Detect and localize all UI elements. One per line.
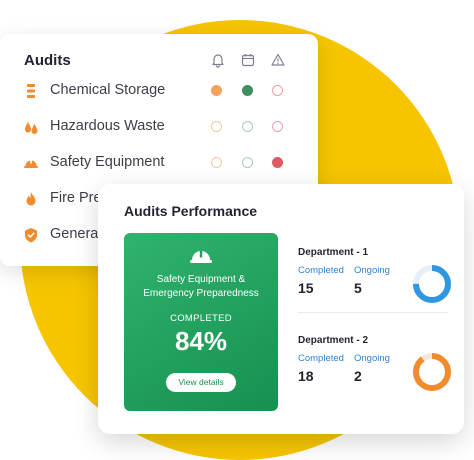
donut-progress-arc xyxy=(416,356,448,388)
completed-label: Completed xyxy=(298,353,344,364)
audit-row-safety-equipment[interactable]: Safety Equipment xyxy=(0,145,318,181)
hazardous-waste-icon xyxy=(22,118,40,136)
department-name: Department - 1 xyxy=(298,247,368,258)
department-1-donut xyxy=(410,262,454,306)
audit-row-label: Chemical Storage xyxy=(50,82,165,98)
audits-title: Audits xyxy=(24,52,71,69)
department-2-stats: Department - 2 Completed Ongoing 18 2 xyxy=(298,335,448,399)
safety-equipment-icon xyxy=(22,154,40,172)
warning-icon xyxy=(270,52,286,68)
status-dot-notification xyxy=(211,85,222,96)
bell-icon xyxy=(210,52,226,68)
audit-row-label: Safety Equipment xyxy=(50,154,164,170)
status-dot-notification xyxy=(211,121,222,132)
status-dot-notification xyxy=(211,157,222,168)
department-name: Department - 2 xyxy=(298,335,368,346)
audit-row-label: General xyxy=(50,226,102,242)
calendar-icon xyxy=(240,52,256,68)
audit-row-label: Hazardous Waste xyxy=(50,118,165,134)
highlight-name: Safety Equipment & Emergency Preparednes… xyxy=(132,273,270,301)
status-dot-alert xyxy=(272,157,283,168)
ongoing-label: Ongoing xyxy=(354,265,390,276)
completed-count: 15 xyxy=(298,280,314,296)
shield-icon xyxy=(22,226,40,244)
completed-percentage: 84% xyxy=(124,326,278,357)
department-divider xyxy=(298,312,448,313)
highlight-card: Safety Equipment & Emergency Preparednes… xyxy=(124,233,278,411)
status-dot-schedule xyxy=(242,121,253,132)
ongoing-count: 5 xyxy=(354,280,362,296)
department-2-donut xyxy=(410,350,454,394)
ongoing-label: Ongoing xyxy=(354,353,390,364)
audit-row-chemical-storage[interactable]: Chemical Storage xyxy=(0,73,318,109)
performance-title: Audits Performance xyxy=(124,203,257,219)
chemical-storage-icon xyxy=(22,82,40,100)
completed-label: Completed xyxy=(298,265,344,276)
helmet-icon xyxy=(188,245,214,267)
status-dot-schedule xyxy=(242,85,253,96)
completed-count: 18 xyxy=(298,368,314,384)
department-1-stats: Department - 1 Completed Ongoing 15 5 xyxy=(298,247,448,311)
view-details-button[interactable]: View details xyxy=(166,373,236,392)
status-dot-schedule xyxy=(242,157,253,168)
status-dot-alert xyxy=(272,121,283,132)
fire-icon xyxy=(22,190,40,208)
audit-row-hazardous-waste[interactable]: Hazardous Waste xyxy=(0,109,318,145)
ongoing-count: 2 xyxy=(354,368,362,384)
completed-label: COMPLETED xyxy=(124,313,278,324)
status-dot-alert xyxy=(272,85,283,96)
audits-performance-card: Audits Performance Safety Equipment & Em… xyxy=(98,184,464,434)
